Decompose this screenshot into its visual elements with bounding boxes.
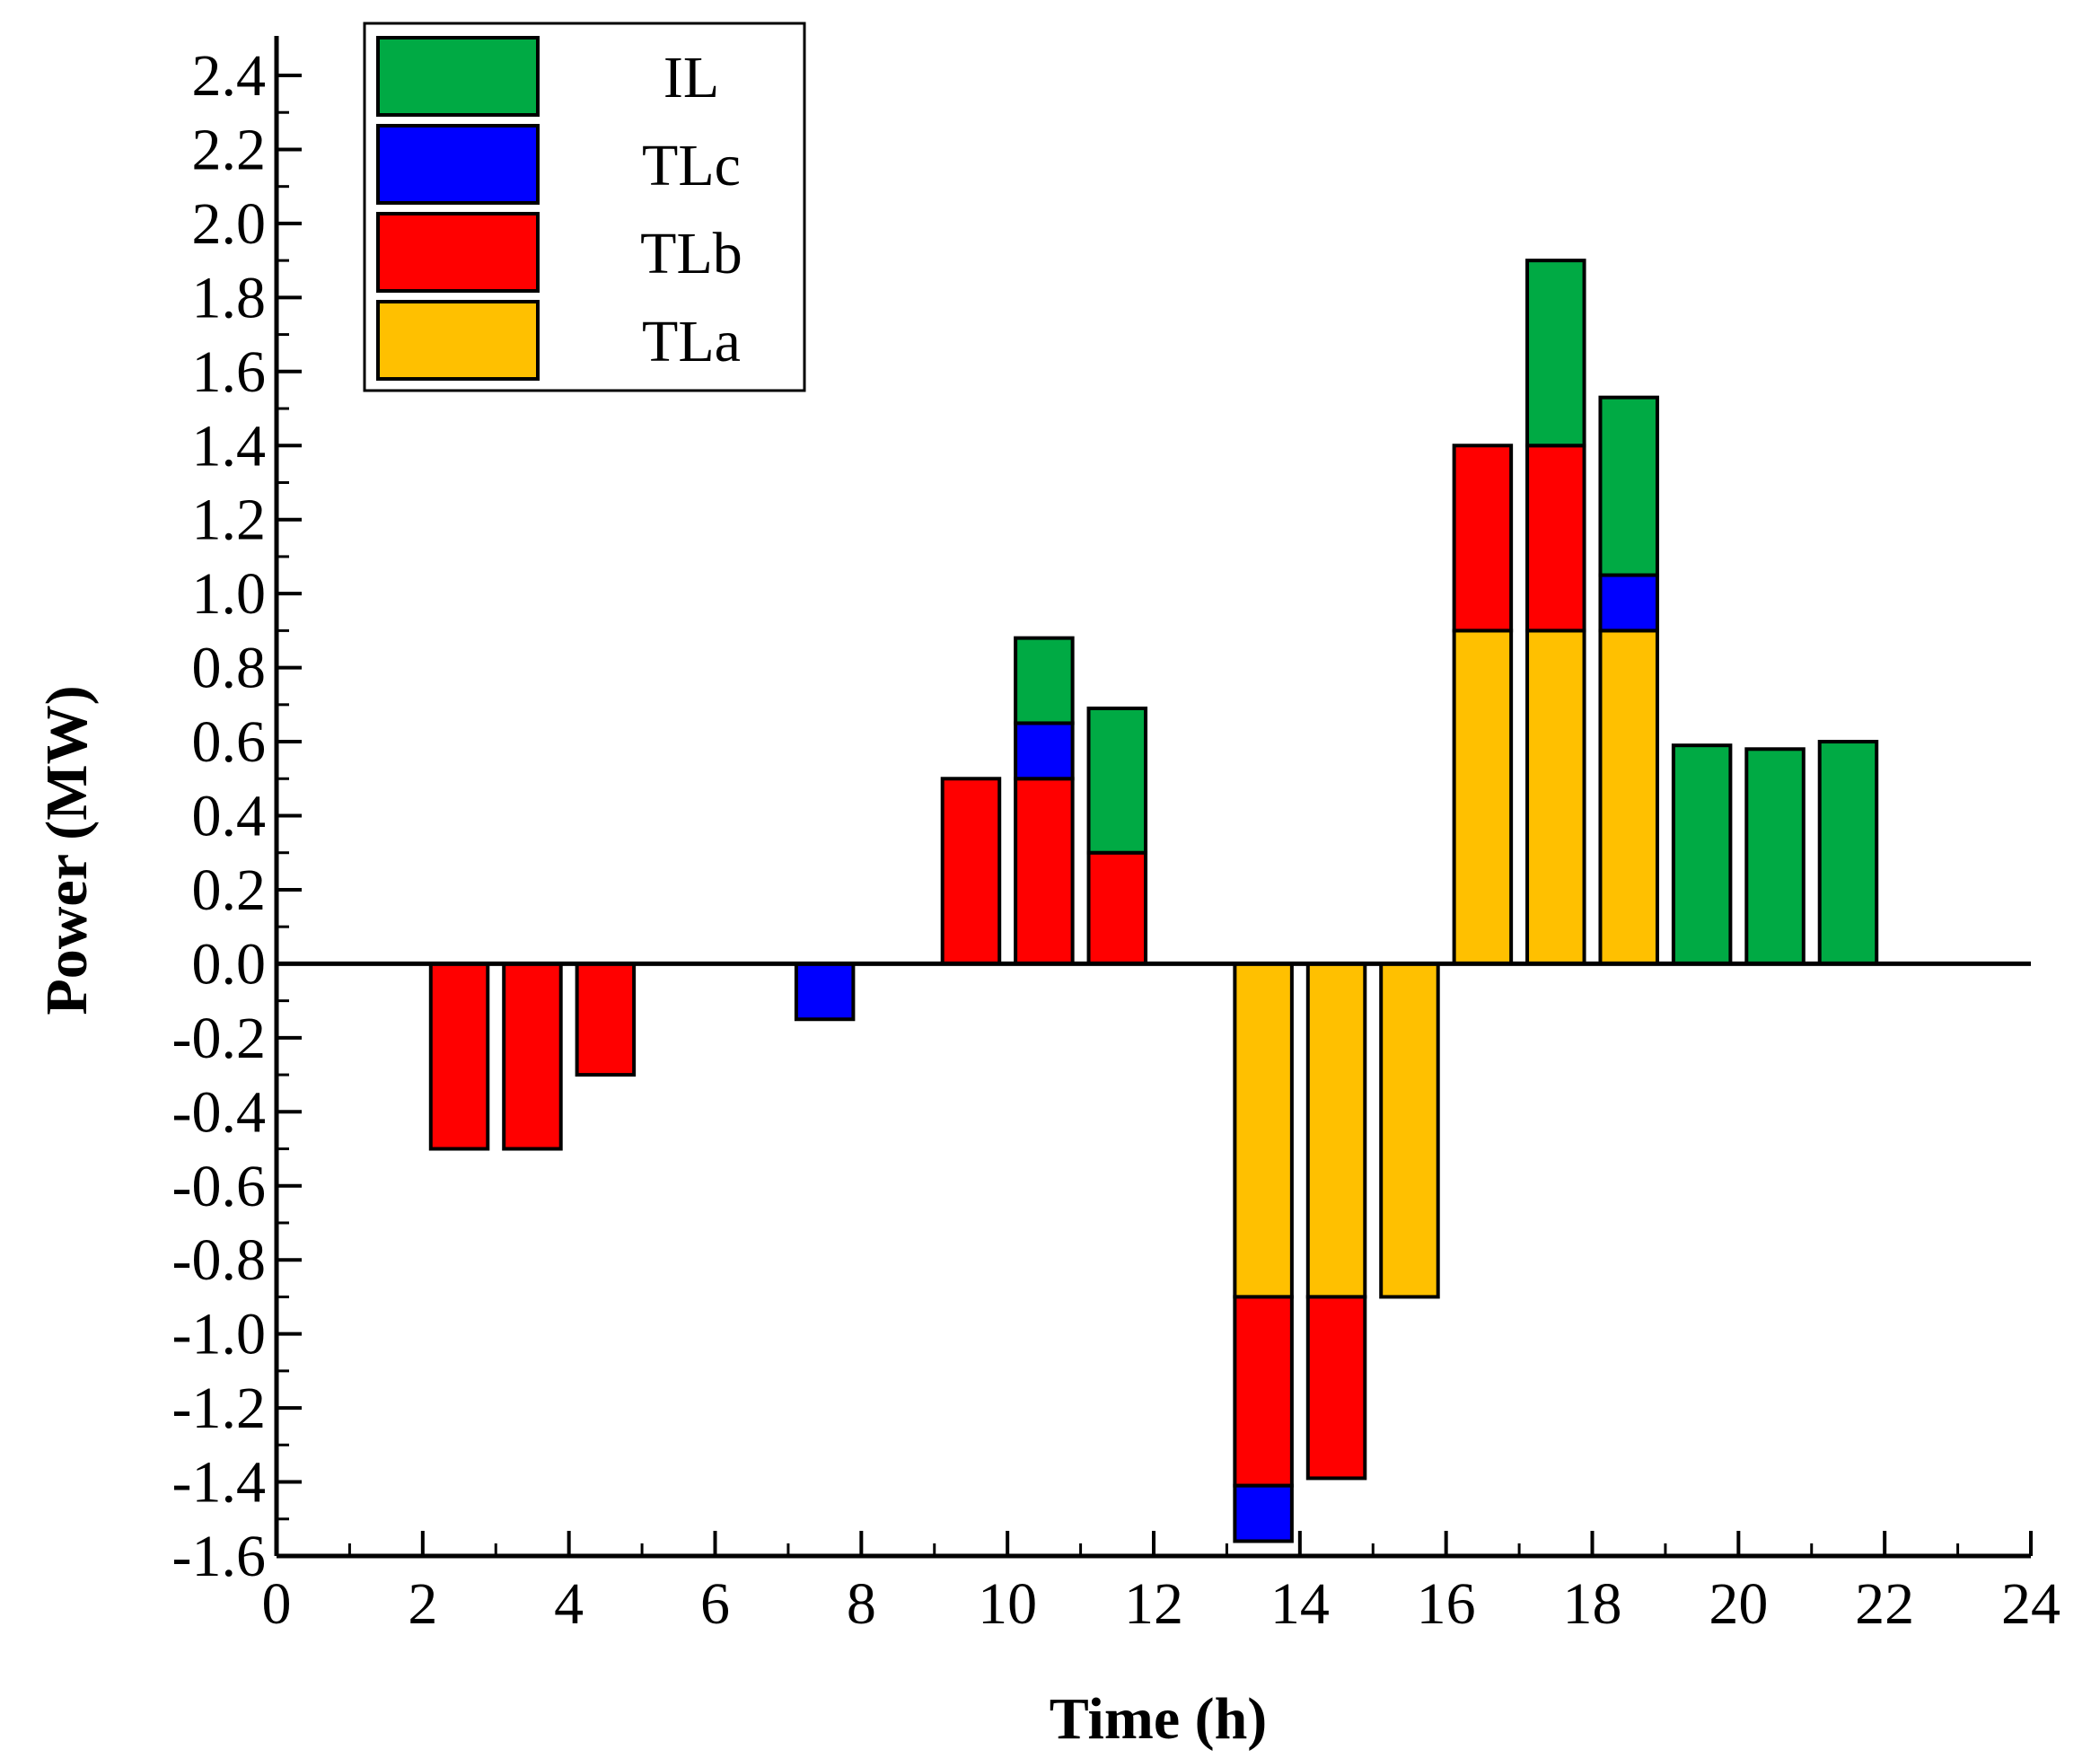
legend-swatch-TLc [376, 124, 540, 205]
y-tick-label: 1.8 [192, 265, 267, 330]
bar-TLa-t16.5 [1452, 628, 1514, 966]
bar-TLb-t13.5 [1233, 1295, 1294, 1488]
y-tick-label: 0.0 [192, 931, 267, 997]
x-tick-label: 22 [1855, 1571, 1914, 1637]
y-tick-label: 0.8 [192, 636, 267, 701]
y-tick-label: -1.6 [172, 1524, 266, 1589]
y-tick-label: -0.8 [172, 1227, 266, 1293]
bar-TLc-t13.5 [1233, 1483, 1294, 1543]
bar-IL-t11.5 [1086, 706, 1148, 855]
y-tick-label: 0.2 [192, 857, 267, 923]
bar-TLb-t4.5 [575, 962, 637, 1077]
bar-TLb-t14.5 [1305, 1295, 1367, 1481]
x-tick-label: 16 [1417, 1571, 1476, 1637]
y-tick-label: -1.0 [172, 1302, 266, 1367]
y-tick-label: -0.6 [172, 1154, 266, 1219]
bar-IL-t20.5 [1744, 747, 1806, 966]
bar-TLa-t13.5 [1233, 962, 1294, 1299]
x-tick-label: 10 [978, 1571, 1037, 1637]
legend-label-TLa: TLa [642, 309, 741, 374]
bar-IL-t21.5 [1817, 740, 1879, 966]
y-tick-label: 0.6 [192, 709, 267, 775]
y-tick-label: 2.0 [192, 191, 267, 257]
bar-TLa-t15.5 [1379, 962, 1440, 1299]
y-tick-label: 1.6 [192, 339, 267, 405]
x-axis-title: Time (h) [1050, 1686, 1268, 1752]
x-tick-label: 20 [1709, 1571, 1768, 1637]
legend-label-TLc: TLc [642, 133, 741, 198]
bar-IL-t10.5 [1014, 636, 1075, 725]
y-axis-title: Power (MW) [34, 685, 100, 1015]
bar-IL-t17.5 [1525, 259, 1586, 448]
bar-TLc-t10.5 [1014, 721, 1075, 781]
y-tick-label: -1.4 [172, 1450, 266, 1516]
y-tick-label: -0.4 [172, 1079, 266, 1145]
x-tick-label: 24 [2001, 1571, 2060, 1637]
bar-TLb-t9.5 [940, 777, 1002, 966]
y-tick-label: 1.2 [192, 488, 267, 553]
x-tick-label: 14 [1270, 1571, 1330, 1637]
bar-TLa-t17.5 [1525, 628, 1586, 966]
legend-swatch-TLb [376, 212, 540, 293]
legend-swatch-IL [376, 36, 540, 117]
x-tick-label: 12 [1124, 1571, 1183, 1637]
bar-TLb-t10.5 [1014, 777, 1075, 966]
legend-label-TLb: TLb [640, 221, 742, 286]
legend-swatch-TLa [376, 300, 540, 381]
x-tick-label: 0 [262, 1571, 292, 1637]
y-tick-label: 0.4 [192, 784, 267, 849]
bar-TLa-t18.5 [1598, 628, 1659, 966]
bar-TLb-t11.5 [1086, 850, 1148, 966]
x-tick-label: 8 [847, 1571, 876, 1637]
y-tick-label: 1.0 [192, 561, 267, 627]
bar-IL-t19.5 [1671, 743, 1733, 966]
bar-TLb-t3.5 [502, 962, 563, 1151]
bar-TLc-t18.5 [1598, 573, 1659, 633]
bar-TLa-t14.5 [1305, 962, 1367, 1299]
x-tick-label: 4 [554, 1571, 584, 1637]
bar-TLb-t16.5 [1452, 444, 1514, 633]
bar-TLb-t17.5 [1525, 444, 1586, 633]
x-tick-label: 18 [1563, 1571, 1622, 1637]
x-tick-label: 6 [700, 1571, 730, 1637]
bar-TLb-t2.5 [428, 962, 490, 1151]
axes-layer: 2.4 2.2 2.0 1.8 1.6 1.4 1.2 1.0 0.8 0.6 0.4 0.2 0.0 -… [172, 36, 2060, 1637]
y-tick-label: 2.4 [192, 43, 267, 109]
bar-IL-t18.5 [1598, 395, 1659, 577]
x-tick-label: 2 [408, 1571, 437, 1637]
legend: IL TLc TLb TLa [363, 22, 806, 392]
y-tick-label: 2.2 [192, 117, 267, 182]
bar-TLc-t7.5 [794, 962, 856, 1022]
bars-layer [428, 259, 1879, 1543]
y-tick-label: 1.4 [192, 413, 267, 479]
y-tick-label: -1.2 [172, 1376, 266, 1441]
legend-label-IL: IL [663, 45, 719, 110]
y-tick-label: -0.2 [172, 1006, 266, 1071]
